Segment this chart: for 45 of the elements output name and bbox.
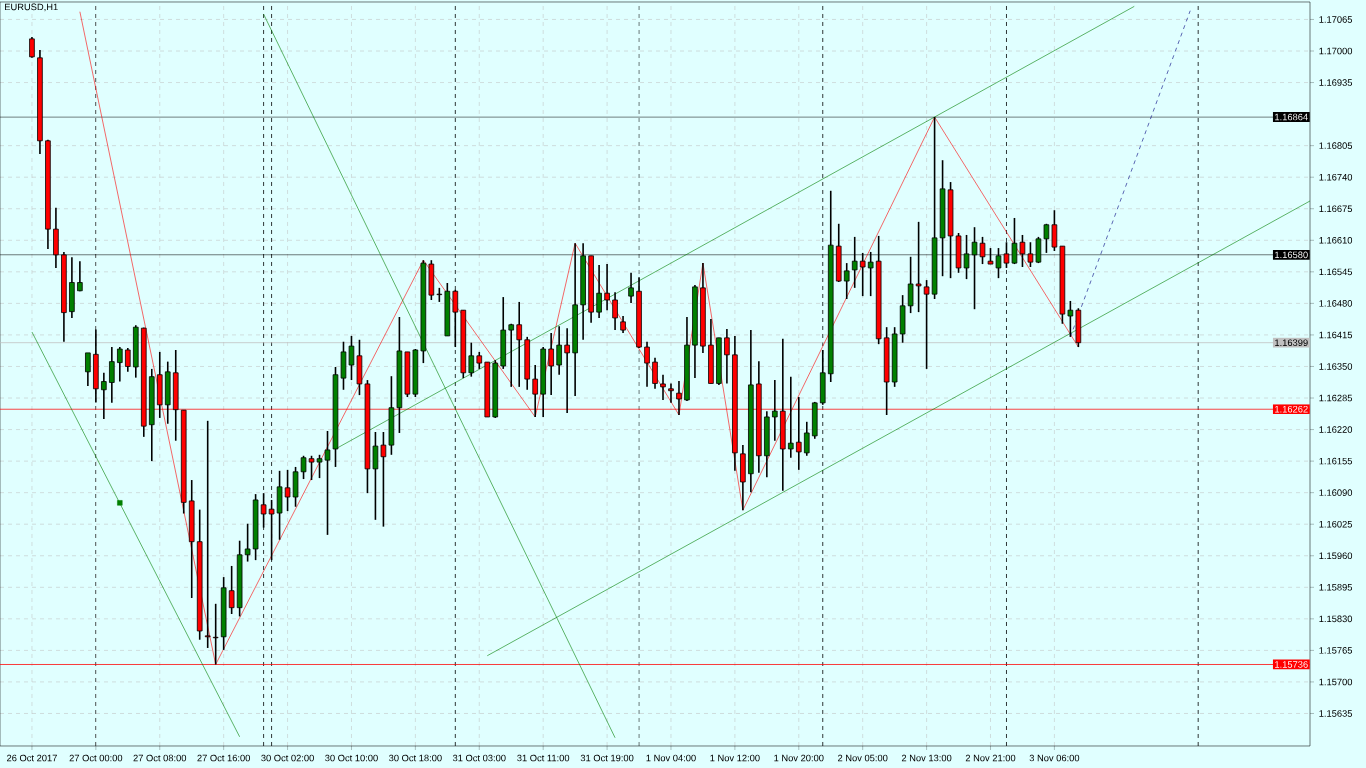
- y-tick-label: 1.16740: [1319, 173, 1353, 181]
- y-tick-label: 1.16935: [1319, 79, 1353, 86]
- x-tick-label: 31 Oct 11:00: [517, 754, 570, 762]
- ref-line-label: 1.15736: [1275, 661, 1308, 668]
- y-tick-label: 1.16545: [1319, 268, 1353, 276]
- y-tick-label: 1.15635: [1319, 710, 1353, 717]
- chart-title: EURUSD,H1: [5, 3, 58, 12]
- y-tick-label: 1.15765: [1319, 647, 1353, 654]
- x-tick-label: 1 Nov 12:00: [710, 754, 760, 762]
- x-tick-label: 2 Nov 21:00: [965, 754, 1016, 762]
- x-tick-label: 1 Nov 20:00: [774, 754, 824, 762]
- y-tick-label: 1.15700: [1319, 678, 1353, 686]
- ref-line-label: 1.16262: [1275, 405, 1308, 413]
- x-tick-label: 27 Oct 00:00: [69, 754, 123, 762]
- x-tick-label: 30 Oct 10:00: [325, 754, 378, 762]
- x-tick-label: 26 Oct 2017: [6, 754, 57, 762]
- ref-line-label: 1.16580: [1275, 251, 1308, 259]
- y-tick-label: 1.16025: [1319, 520, 1353, 528]
- y-tick-label: 1.16350: [1319, 363, 1353, 370]
- y-tick-label: 1.17065: [1319, 16, 1353, 23]
- y-tick-label: 1.15830: [1319, 615, 1353, 623]
- x-tick-label: 2 Nov 05:00: [837, 754, 888, 762]
- x-tick-label: 27 Oct 08:00: [133, 754, 187, 762]
- y-tick-label: 1.17000: [1319, 47, 1353, 55]
- y-tick-label: 1.16090: [1319, 489, 1353, 496]
- y-tick-label: 1.15895: [1319, 584, 1353, 591]
- x-tick-label: 30 Oct 18:00: [389, 754, 442, 762]
- ref-line-label: 1.16864: [1275, 113, 1308, 121]
- y-tick-label: 1.16610: [1319, 237, 1353, 244]
- ref-line-label: 1.16399: [1275, 339, 1308, 346]
- y-tick-label: 1.16480: [1319, 300, 1353, 307]
- y-tick-label: 1.16155: [1319, 457, 1353, 465]
- y-tick-label: 1.16805: [1319, 142, 1353, 149]
- x-tick-label: 30 Oct 02:00: [261, 754, 314, 762]
- x-tick-label: 31 Oct 19:00: [580, 754, 634, 762]
- y-tick-label: 1.15960: [1319, 552, 1353, 560]
- y-tick-label: 1.16415: [1319, 331, 1353, 339]
- x-tick-label: 31 Oct 03:00: [452, 754, 506, 762]
- x-tick-label: 1 Nov 04:00: [646, 754, 696, 762]
- x-tick-label: 2 Nov 13:00: [901, 754, 952, 762]
- y-tick-label: 1.16285: [1319, 394, 1353, 402]
- y-tick-label: 1.16220: [1319, 426, 1353, 433]
- x-tick-label: 27 Oct 16:00: [197, 754, 251, 762]
- y-tick-label: 1.16675: [1319, 205, 1353, 213]
- x-tick-label: 3 Nov 06:00: [1029, 754, 1080, 762]
